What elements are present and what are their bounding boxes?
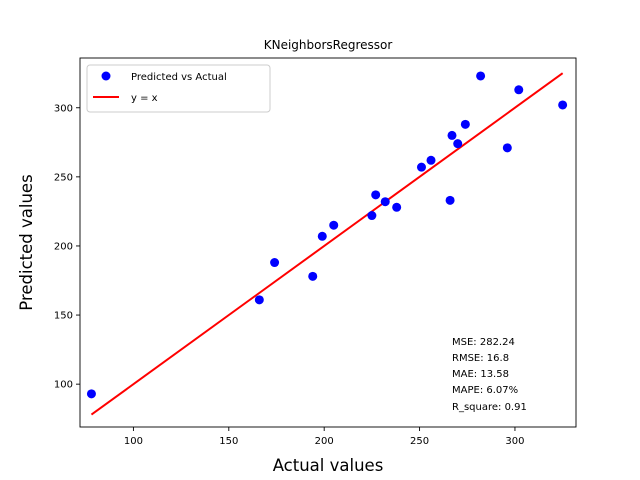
scatter-point-16 (476, 71, 486, 81)
identity-line-layer (90, 72, 564, 416)
identity-line (90, 72, 564, 416)
x-tick-label-100: 100 (124, 436, 143, 447)
scatter-point-6 (367, 211, 377, 221)
scatter-point-1 (254, 295, 264, 305)
x-axis-label: Actual values (273, 456, 384, 475)
metrics-annotation: MSE: 282.24 RMSE: 16.8 MAE: 13.58 MAPE: … (452, 337, 527, 413)
y-tick-label-200: 200 (54, 241, 73, 252)
x-tick-label-300: 300 (505, 436, 524, 447)
metric-mape: MAPE: 6.07% (452, 385, 518, 396)
scatter-point-4 (317, 231, 327, 241)
chart-title: KNeighborsRegressor (264, 38, 393, 52)
x-axis-ticks: 100 150 200 250 300 (124, 427, 525, 447)
x-tick-label-200: 200 (315, 436, 334, 447)
scatter-point-10 (416, 162, 426, 172)
scatter-point-12 (445, 195, 455, 205)
scatter-point-7 (371, 190, 381, 200)
plot-frame (79, 57, 577, 428)
x-tick-label-150: 150 (219, 436, 238, 447)
scatter-point-5 (329, 220, 339, 230)
legend-marker-scatter (101, 71, 111, 81)
scatter-point-2 (270, 258, 280, 268)
scatter-point-9 (392, 202, 402, 212)
scatter-points-layer (86, 71, 568, 399)
y-axis-ticks: 100 150 200 250 300 (54, 103, 80, 391)
legend-label-scatter: Predicted vs Actual (131, 72, 227, 83)
x-tick-label-250: 250 (410, 436, 429, 447)
scatter-point-8 (380, 197, 390, 207)
scatter-point-17 (502, 143, 512, 153)
scatter-point-15 (460, 119, 470, 129)
y-tick-label-300: 300 (54, 103, 73, 114)
y-tick-label-250: 250 (54, 172, 73, 183)
metric-r-square: R_square: 0.91 (452, 402, 527, 413)
scatter-point-13 (447, 130, 457, 140)
y-tick-label-100: 100 (54, 380, 73, 391)
y-tick-label-150: 150 (54, 311, 73, 322)
legend-label-line: y = x (131, 93, 158, 104)
scatter-point-11 (426, 155, 436, 165)
metric-mae: MAE: 13.58 (452, 369, 509, 380)
metric-mse: MSE: 282.24 (452, 337, 515, 348)
scatter-point-19 (558, 100, 568, 110)
legend-box (86, 64, 271, 113)
legend: Predicted vs Actual y = x (86, 64, 271, 113)
scatter-point-3 (308, 271, 318, 281)
scatter-point-14 (453, 139, 463, 149)
metric-rmse: RMSE: 16.8 (452, 353, 509, 364)
y-axis-label: Predicted values (17, 174, 36, 310)
scatter-point-0 (86, 389, 96, 399)
scatter-point-18 (514, 85, 524, 95)
